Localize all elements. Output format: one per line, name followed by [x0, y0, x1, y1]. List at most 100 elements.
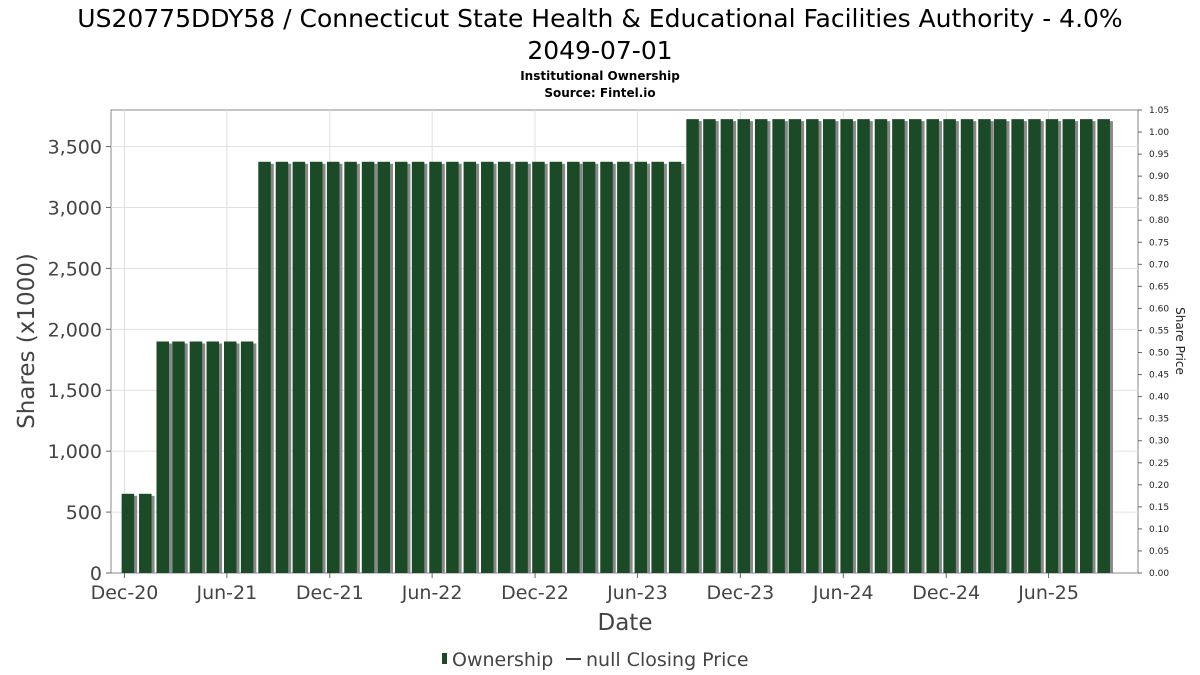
ownership-bar [703, 119, 716, 574]
ownership-bar [292, 161, 306, 573]
y-tick-label: 3,500 [48, 137, 102, 159]
chart-subtitle: Institutional Ownership [520, 69, 680, 83]
y-tick-label: 1,000 [48, 441, 102, 463]
ownership-bar [668, 161, 682, 573]
ownership-bar [737, 119, 750, 574]
y-tick-label: 2,500 [48, 258, 102, 280]
y2-tick-label: 0.40 [1149, 393, 1169, 403]
legend: Ownership null Closing Price [442, 649, 749, 671]
y2-tick-label: 0.55 [1149, 326, 1169, 336]
ownership-bar [874, 119, 888, 574]
ownership-bar [857, 119, 870, 574]
ownership-bar [754, 119, 768, 574]
y2-tick-label: 0.50 [1149, 349, 1169, 359]
y2-tick-label: 0.60 [1149, 304, 1169, 314]
ownership-bar [567, 161, 580, 573]
ownership-bar [139, 493, 152, 573]
ownership-bar [377, 161, 391, 573]
ownership-bar [978, 119, 991, 574]
y2-tick-label: 0.30 [1149, 437, 1169, 447]
x-tick-label: Jun-21 [195, 582, 257, 604]
ownership-bar [172, 341, 185, 573]
x-tick-label: Jun-25 [1017, 582, 1079, 604]
ownership-bar [634, 161, 648, 573]
ownership-bar [532, 161, 545, 573]
ownership-bar [1028, 119, 1041, 574]
ownership-bar [617, 161, 630, 573]
y2-tick-label: 0.95 [1149, 150, 1169, 160]
x-axis-label: Date [598, 610, 653, 636]
x-tick-label: Dec-22 [501, 582, 569, 604]
ownership-bar [1097, 119, 1110, 574]
legend-ownership-swatch [442, 653, 447, 664]
x-axis: Dec-20 Jun-21 Dec-21 Jun-22 Dec-22 Jun-23 Dec-… [91, 573, 1079, 604]
y-axis-label: Shares (x1000) [14, 253, 40, 429]
ownership-bar [1062, 119, 1076, 574]
ownership-bar [310, 161, 323, 573]
ownership-bar [223, 341, 237, 573]
ownership-bar [429, 161, 442, 573]
ownership-bar [206, 341, 220, 573]
y2-tick-label: 0.10 [1149, 525, 1169, 535]
chart-title-line-1: US20775DDY58 / Connecticut State Health … [77, 4, 1122, 33]
y2-tick-label: 1.05 [1149, 106, 1169, 116]
legend-price-label: null Closing Price [586, 649, 749, 671]
y2-tick-label: 0.35 [1149, 415, 1169, 425]
y2-axis-label: Share Price [1173, 307, 1187, 375]
ownership-bar [582, 161, 596, 573]
ownership-bar [258, 161, 271, 573]
ownership-bar [394, 161, 408, 573]
ownership-bar [840, 119, 853, 574]
y2-tick-label: 0.45 [1149, 371, 1169, 381]
ownership-bar [326, 161, 340, 573]
x-tick-label: Dec-23 [706, 582, 774, 604]
y2-tick-label: 0.65 [1149, 282, 1169, 292]
ownership-bar [497, 161, 511, 573]
ownership-bar [1011, 119, 1024, 574]
ownership-bar [806, 119, 819, 574]
ownership-bar [1080, 119, 1093, 574]
y2-tick-label: 0.75 [1149, 238, 1169, 248]
y2-tick-label: 0.90 [1149, 172, 1169, 182]
ownership-bar [121, 493, 135, 573]
ownership-bar [240, 341, 254, 573]
y-tick-label: 0 [90, 563, 102, 585]
ownership-bar [720, 119, 734, 574]
y-axis-right: 0.00 0.05 0.10 0.15 0.20 0.25 0.30 0.35 0.40 0.45… [1138, 106, 1169, 579]
ownership-bars [121, 119, 1113, 574]
y-tick-label: 1,500 [48, 380, 102, 402]
y2-tick-label: 0.25 [1149, 459, 1169, 469]
x-tick-label: Dec-21 [296, 582, 364, 604]
ownership-bar [549, 161, 563, 573]
ownership-bar [651, 161, 664, 573]
y-axis-left: 0 500 1,000 1,500 2,000 2,500 3,000 3,500 [48, 137, 111, 585]
ownership-bar [1045, 119, 1059, 574]
ownership-bar [515, 161, 528, 573]
ownership-bar [275, 161, 289, 573]
y2-tick-label: 0.00 [1149, 569, 1169, 579]
ownership-bar [909, 119, 922, 574]
ownership-bar [344, 161, 357, 573]
y-tick-label: 2,000 [48, 319, 102, 341]
ownership-bar [960, 119, 974, 574]
chart-title-line-2: 2049-07-01 [527, 36, 672, 65]
y2-tick-label: 1.00 [1149, 128, 1169, 138]
ownership-bar [993, 119, 1007, 574]
x-tick-label: Jun-23 [606, 582, 668, 604]
ownership-bar [943, 119, 956, 574]
legend-ownership-label: Ownership [452, 649, 553, 671]
ownership-bar [788, 119, 802, 574]
y2-tick-label: 0.70 [1149, 260, 1169, 270]
ownership-bar [156, 341, 169, 573]
ownership-bar [481, 161, 494, 573]
y2-tick-label: 0.80 [1149, 216, 1169, 226]
ownership-bar [600, 161, 613, 573]
x-tick-label: Dec-24 [912, 582, 980, 604]
ownership-bar [822, 119, 836, 574]
y2-tick-label: 0.15 [1149, 503, 1169, 513]
y-tick-label: 500 [66, 502, 102, 524]
ownership-bar [772, 119, 785, 574]
ownership-bar [892, 119, 905, 574]
ownership-bar [411, 161, 425, 573]
